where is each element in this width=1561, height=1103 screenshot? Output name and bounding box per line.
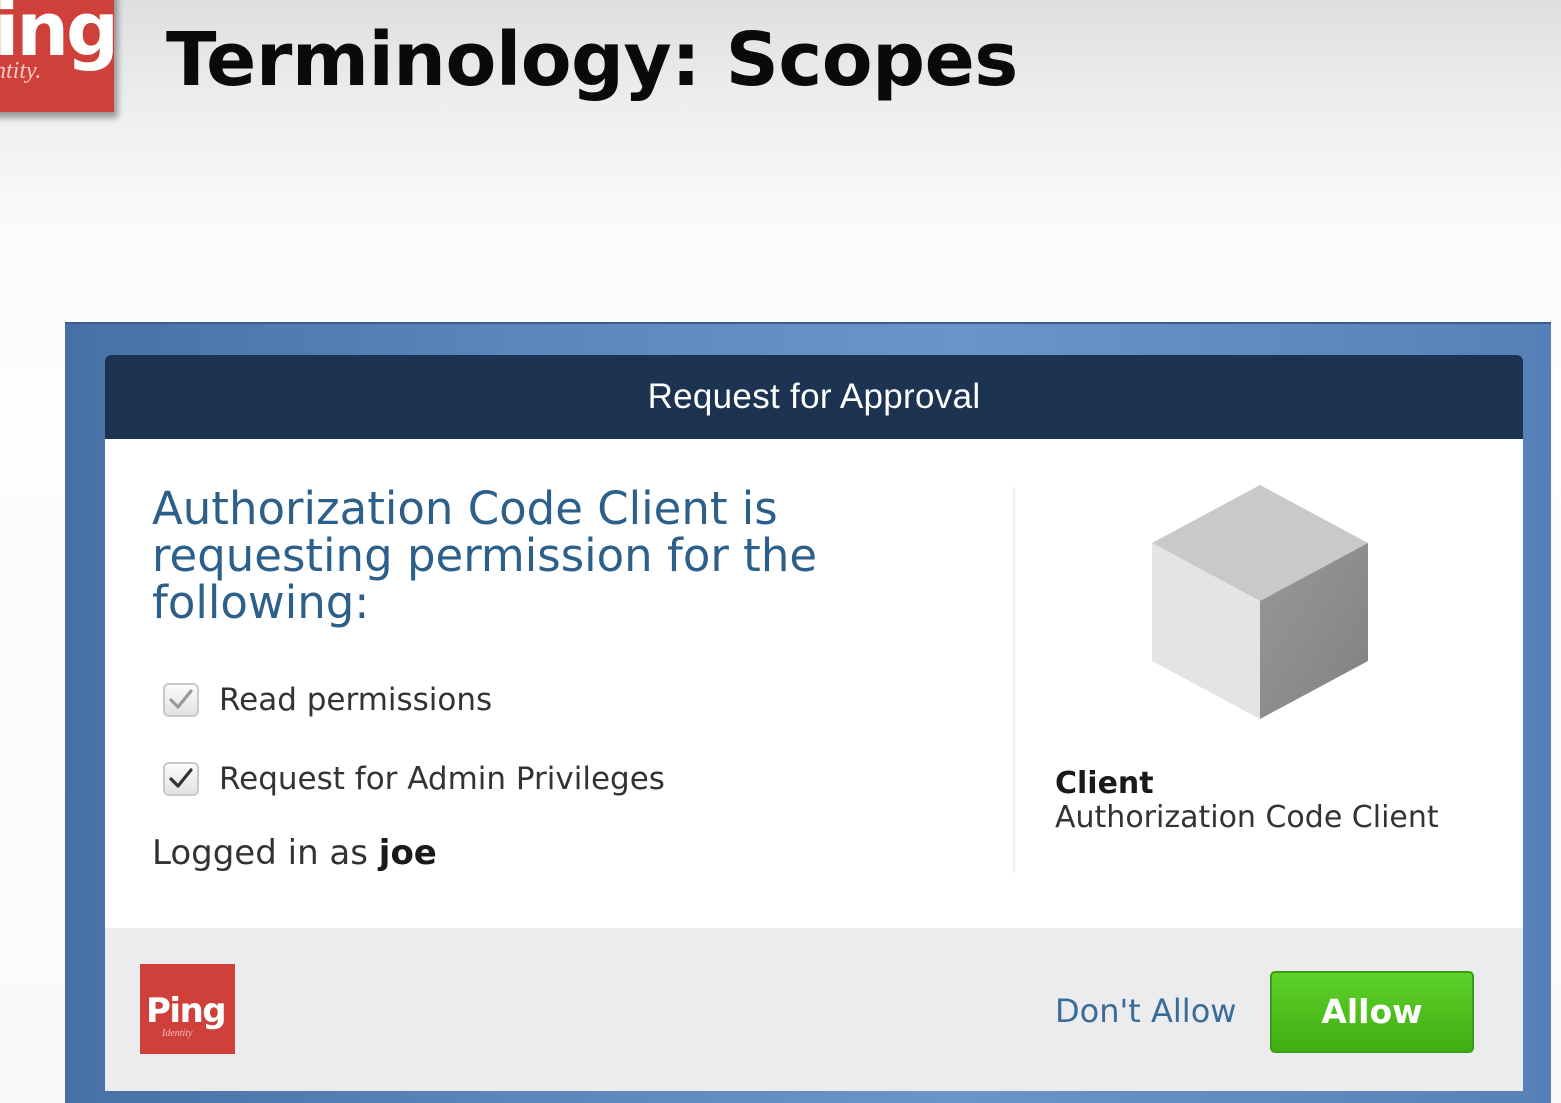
footer-logo-subtext: Identity (162, 1028, 193, 1039)
scope-label: Request for Admin Privileges (219, 761, 665, 797)
username: joe (378, 833, 437, 873)
ping-identity-logo: ing ntity. (0, 0, 114, 112)
logo-text: ing (0, 0, 114, 73)
approval-dialog: Request for Approval Authorization Code … (105, 355, 1523, 1091)
divider (1013, 487, 1015, 873)
read-permissions-checkbox[interactable] (163, 683, 199, 717)
allow-button[interactable]: Allow (1270, 971, 1474, 1053)
dialog-footer: Ping Identity Don't Allow Allow (105, 928, 1523, 1091)
client-label: Client (1055, 766, 1154, 801)
dialog-header: Request for Approval (105, 355, 1523, 439)
client-name: Authorization Code Client (1055, 800, 1439, 835)
request-description: Authorization Code Client is requesting … (152, 482, 818, 629)
logged-in-status: Logged in as joe (152, 833, 437, 873)
cube-icon (1152, 485, 1368, 719)
scope-row-read-permissions: Read permissions (163, 680, 492, 720)
logged-in-prefix: Logged in as (152, 833, 368, 873)
ping-identity-footer-logo: Ping Identity (140, 964, 235, 1054)
dont-allow-link[interactable]: Don't Allow (1055, 992, 1237, 1030)
footer-logo-text: Ping (146, 991, 227, 1031)
slide-title: Terminology: Scopes (166, 17, 1018, 103)
checkmark-icon (169, 768, 193, 788)
checkmark-icon (169, 689, 193, 709)
scope-row-admin-privileges: Request for Admin Privileges (163, 759, 665, 799)
logo-subtext: ntity. (0, 58, 42, 84)
admin-privileges-checkbox[interactable] (163, 762, 199, 796)
scope-label: Read permissions (219, 682, 493, 718)
